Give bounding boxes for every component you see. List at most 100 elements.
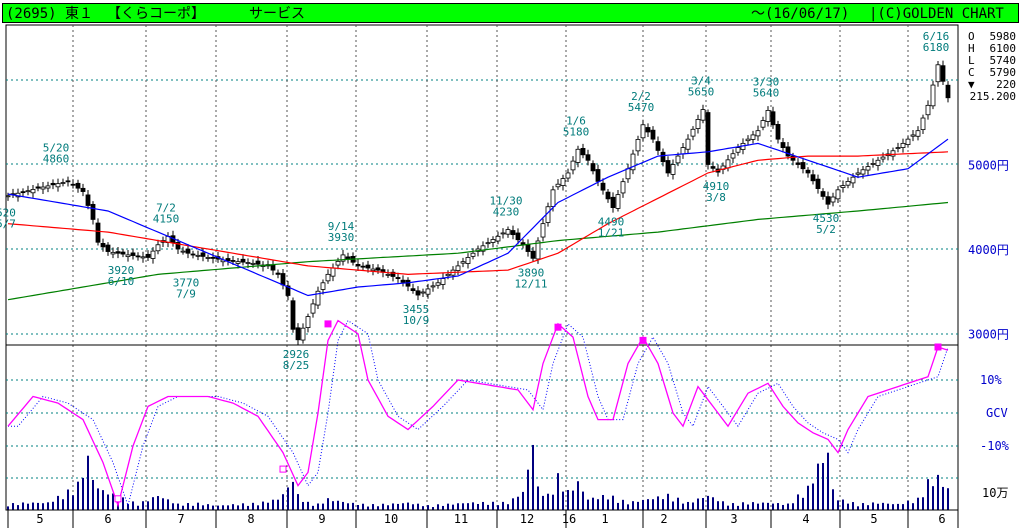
volume-bar <box>862 503 864 510</box>
volume-bar <box>492 501 494 510</box>
annotation-label: 7/2 <box>156 201 176 214</box>
volume-bar <box>947 488 949 510</box>
volume-bar <box>487 504 489 510</box>
candle-body <box>335 260 341 266</box>
volume-bar <box>807 485 809 510</box>
candle-body <box>570 160 576 171</box>
volume-bar <box>107 494 109 510</box>
candle-body <box>505 229 511 235</box>
ma-short-line <box>7 138 949 297</box>
candle-body <box>855 172 861 175</box>
x-tick-label: 2 <box>660 512 667 526</box>
candle-body <box>760 120 766 128</box>
candle-body <box>485 242 491 245</box>
sector-label: サービス <box>249 6 305 22</box>
candle-body <box>620 181 626 194</box>
candle-body <box>585 154 591 161</box>
candle-body <box>35 186 41 189</box>
volume-bar <box>272 499 274 510</box>
candle-body <box>25 190 31 193</box>
volume-bar <box>437 504 439 510</box>
volume-bar <box>317 503 319 510</box>
volume-bar <box>217 505 219 510</box>
volume-bar <box>632 501 634 510</box>
volume-bar <box>877 503 879 510</box>
oscillator-marker <box>554 323 562 331</box>
candle-body <box>705 112 711 165</box>
volume-bar <box>167 499 169 510</box>
volume-bar <box>307 501 309 510</box>
annotation-label: 5/7 <box>0 217 16 230</box>
candle-body <box>145 253 151 258</box>
candle-body <box>725 159 731 169</box>
volume-bar <box>767 502 769 510</box>
x-tick-label: 11 <box>454 512 468 526</box>
volume-bar <box>797 494 799 510</box>
candle-body <box>420 291 426 294</box>
volume-bar <box>52 501 54 510</box>
candle-body <box>890 150 896 157</box>
volume-bar <box>527 469 529 510</box>
ohlc-value: 6100 <box>990 42 1017 55</box>
volume-bar <box>592 497 594 510</box>
title-bar: (2695) 東１ 【くらコーポ】 サービス ～(16/06/17) |(C)G… <box>2 3 1019 23</box>
volume-bar <box>507 504 509 510</box>
candle-body <box>355 263 361 267</box>
candle-body <box>280 273 286 286</box>
volume-bar <box>812 483 814 510</box>
candle-body <box>270 264 276 271</box>
brand-label: |(C)GOLDEN CHART <box>869 6 1004 22</box>
annotation-label: 3930 <box>328 231 355 244</box>
oscillator-line <box>7 319 949 508</box>
volume-bar <box>472 502 474 510</box>
candle-body <box>640 124 646 139</box>
volume-bar <box>942 486 944 510</box>
candle-body <box>835 189 841 200</box>
volume-bar <box>782 504 784 510</box>
volume-bar <box>732 503 734 510</box>
candle-body <box>815 178 821 189</box>
candle-body <box>795 162 801 165</box>
volume-tick-label: 10万 <box>982 486 1008 500</box>
volume-bar <box>187 503 189 510</box>
volume-bar <box>617 502 619 510</box>
volume-bar <box>682 503 684 510</box>
candle-body <box>250 262 256 265</box>
volume-bar <box>822 463 824 510</box>
candle-body <box>300 327 306 341</box>
volume-bar <box>327 498 329 510</box>
candle-body <box>400 279 406 283</box>
candle-body <box>295 327 301 341</box>
volume-bar <box>602 495 604 510</box>
price-tick-label: 3000円 <box>968 328 1009 342</box>
ohlc-value: 5740 <box>990 54 1017 67</box>
x-tick-label: 3 <box>730 512 737 526</box>
oscillator-panel <box>7 319 949 508</box>
volume-bar <box>202 505 204 510</box>
candle-body <box>345 256 351 259</box>
volume-bar <box>537 486 539 510</box>
volume-bar <box>77 481 79 510</box>
volume-bar <box>932 486 934 510</box>
annotation-label: 520 <box>0 206 16 219</box>
volume-bar <box>312 505 314 510</box>
volume-bar <box>177 503 179 510</box>
candle-body <box>590 163 596 172</box>
candle-body <box>225 258 231 262</box>
annotation-label: 2/2 <box>631 90 651 103</box>
candle-body <box>185 248 191 254</box>
candle-body <box>550 189 556 207</box>
volume-bar <box>547 493 549 510</box>
candle-body <box>470 252 476 257</box>
volume-bar <box>857 506 859 510</box>
candle-body <box>655 141 661 151</box>
candle-body <box>845 180 851 186</box>
oscillator-marker <box>279 465 287 473</box>
volume-bar <box>12 503 14 510</box>
volume-bar <box>452 504 454 510</box>
candle-body <box>925 104 931 116</box>
annotation-label: 3770 <box>173 276 200 289</box>
volume-bar <box>142 501 144 510</box>
volume-bar <box>937 474 939 510</box>
candle-body <box>825 196 831 205</box>
